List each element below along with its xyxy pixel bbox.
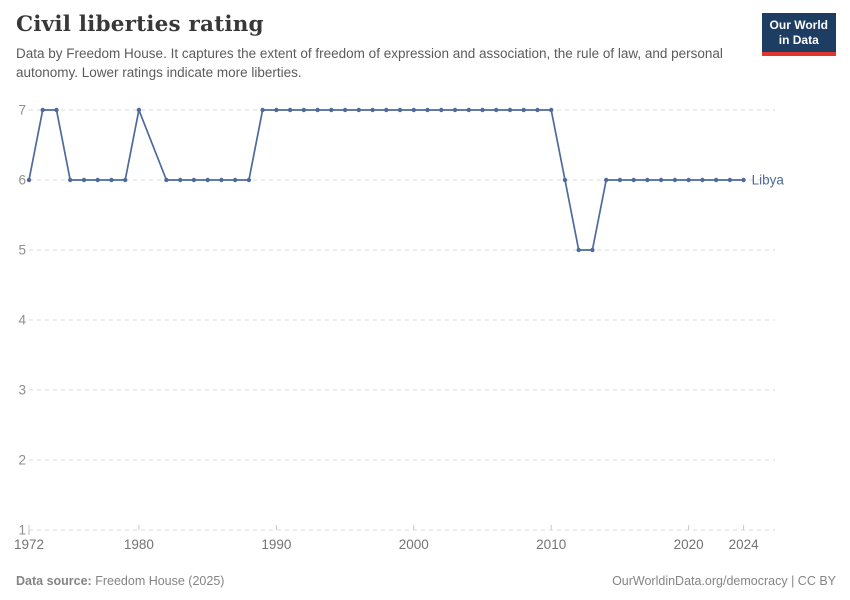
data-point[interactable] bbox=[590, 247, 595, 253]
x-tick-label: 2000 bbox=[399, 537, 429, 552]
y-tick-label: 6 bbox=[18, 173, 26, 188]
y-tick-label: 5 bbox=[18, 243, 26, 258]
data-point[interactable] bbox=[645, 177, 650, 183]
data-point[interactable] bbox=[576, 247, 581, 253]
owid-logo[interactable]: Our World in Data bbox=[761, 13, 836, 56]
data-point[interactable] bbox=[452, 107, 458, 113]
page-title: Civil liberties rating bbox=[16, 12, 264, 37]
x-tick-label: 2020 bbox=[674, 537, 704, 552]
chart-footer: Data source: Freedom House (2025) OurWor… bbox=[16, 574, 836, 588]
owid-logo-line2: in Data bbox=[778, 33, 819, 48]
data-point[interactable] bbox=[562, 177, 568, 183]
data-point[interactable] bbox=[713, 177, 719, 183]
data-point[interactable] bbox=[342, 107, 348, 113]
data-point[interactable] bbox=[356, 107, 361, 113]
data-point[interactable] bbox=[81, 177, 87, 183]
data-point[interactable] bbox=[260, 107, 265, 113]
data-point[interactable] bbox=[123, 177, 128, 183]
footer-links: OurWorldinData.org/democracy | CC BY bbox=[612, 574, 836, 588]
data-point[interactable] bbox=[672, 177, 678, 183]
data-point[interactable] bbox=[439, 107, 444, 113]
x-tick-label: 1990 bbox=[261, 537, 291, 552]
data-point[interactable] bbox=[686, 177, 691, 183]
data-point[interactable] bbox=[95, 177, 100, 183]
data-point[interactable] bbox=[109, 177, 114, 183]
data-source-value: Freedom House (2025) bbox=[91, 574, 225, 588]
data-point[interactable] bbox=[700, 177, 705, 183]
data-point[interactable] bbox=[26, 177, 32, 183]
data-point[interactable] bbox=[658, 177, 664, 183]
data-point[interactable] bbox=[178, 177, 183, 183]
data-point[interactable] bbox=[521, 107, 526, 113]
x-tick-label: 1980 bbox=[124, 537, 154, 552]
owid-link[interactable]: OurWorldinData.org/democracy bbox=[612, 574, 788, 588]
license-separator: | bbox=[787, 574, 798, 588]
data-point[interactable] bbox=[727, 177, 733, 183]
series-label[interactable]: Libya bbox=[752, 173, 785, 188]
data-point[interactable] bbox=[741, 177, 746, 183]
data-point[interactable] bbox=[494, 107, 499, 113]
data-point[interactable] bbox=[411, 107, 416, 113]
owid-logo-line1: Our World bbox=[769, 18, 828, 32]
data-point[interactable] bbox=[370, 107, 375, 113]
x-tick-label: 1972 bbox=[14, 537, 44, 552]
license-link[interactable]: CC BY bbox=[797, 574, 836, 588]
data-point[interactable] bbox=[40, 107, 45, 113]
data-point[interactable] bbox=[507, 107, 513, 113]
chart-subtitle: Data by Freedom House. It captures the e… bbox=[16, 46, 723, 81]
data-point[interactable] bbox=[287, 107, 293, 113]
data-point[interactable] bbox=[219, 177, 224, 183]
data-point[interactable] bbox=[617, 177, 623, 183]
data-source-label: Data source: bbox=[16, 574, 92, 588]
libya-line[interactable] bbox=[28, 109, 745, 251]
y-tick-label: 1 bbox=[18, 523, 26, 538]
data-point[interactable] bbox=[68, 177, 73, 183]
data-point[interactable] bbox=[232, 177, 238, 183]
data-point[interactable] bbox=[54, 107, 59, 113]
x-tick-label: 2024 bbox=[729, 537, 760, 552]
data-point[interactable] bbox=[315, 107, 320, 113]
data-point[interactable] bbox=[425, 107, 430, 113]
data-point[interactable] bbox=[246, 177, 252, 183]
x-tick-label: 2010 bbox=[536, 537, 566, 552]
data-point[interactable] bbox=[604, 177, 609, 183]
data-point[interactable] bbox=[480, 107, 485, 113]
y-tick-label: 2 bbox=[18, 453, 26, 468]
data-point[interactable] bbox=[191, 177, 197, 183]
data-point[interactable] bbox=[631, 177, 636, 183]
data-point[interactable] bbox=[301, 107, 306, 113]
y-tick-label: 3 bbox=[18, 383, 26, 398]
data-point[interactable] bbox=[535, 107, 540, 113]
data-point[interactable] bbox=[164, 177, 169, 183]
data-point[interactable] bbox=[549, 107, 554, 113]
data-point[interactable] bbox=[384, 107, 389, 113]
data-point[interactable] bbox=[466, 107, 471, 113]
chart-header: Civil liberties rating Data by Freedom H… bbox=[16, 12, 836, 82]
data-point[interactable] bbox=[136, 107, 142, 113]
data-source: Data source: Freedom House (2025) bbox=[16, 574, 224, 588]
data-point[interactable] bbox=[205, 177, 210, 183]
data-point[interactable] bbox=[274, 107, 279, 113]
y-tick-label: 4 bbox=[18, 313, 26, 328]
data-point[interactable] bbox=[397, 107, 403, 113]
data-point[interactable] bbox=[329, 107, 334, 113]
y-tick-label: 7 bbox=[18, 103, 26, 118]
